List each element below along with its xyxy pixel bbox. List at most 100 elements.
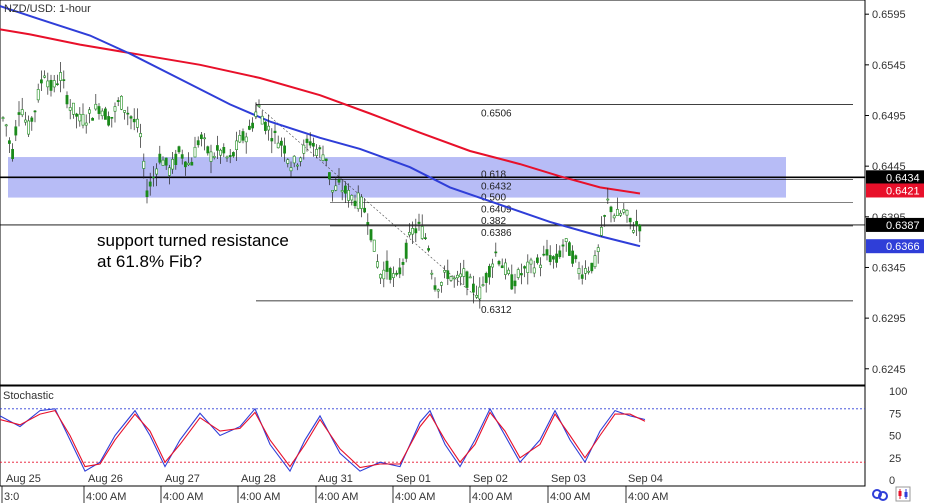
candle-body [68, 107, 72, 111]
candle-body [411, 228, 415, 235]
candle-body [375, 261, 379, 268]
link-icon[interactable] [872, 489, 888, 501]
candle-body [427, 248, 431, 251]
candle-body [180, 154, 184, 159]
candle-body [238, 135, 242, 143]
candle-body [353, 200, 357, 207]
candle-body [27, 120, 31, 135]
candle-body [513, 280, 517, 287]
candle-body [327, 172, 331, 180]
candle-body [590, 262, 594, 272]
candle-body [596, 247, 600, 252]
candle-body [286, 159, 290, 164]
candle-body [158, 153, 162, 163]
candle-body [551, 256, 555, 260]
candle-body [20, 109, 24, 116]
candle-body [571, 250, 575, 264]
time-label: 4:00 AM [240, 491, 280, 503]
candle-body [81, 113, 85, 126]
candle-body [395, 272, 399, 275]
candle-body [548, 255, 552, 262]
time-label: 4:00 AM [318, 491, 358, 503]
candle-body [59, 72, 63, 81]
stochastic-tick-label: 100 [889, 386, 907, 398]
candle-body [404, 242, 408, 259]
candle-body [599, 226, 603, 236]
candle-body [203, 137, 207, 140]
candle-body [423, 237, 427, 240]
candle-body [519, 273, 523, 276]
candle-body [276, 142, 280, 149]
candle-body [30, 117, 34, 122]
candle-body [155, 168, 159, 175]
candle-body [487, 265, 491, 278]
candle-body [455, 274, 459, 279]
candle-body [324, 158, 328, 162]
candle-body [148, 181, 152, 187]
fib-ratio-label: 0.500 [481, 193, 506, 204]
candle-body [583, 268, 587, 274]
fib-ratio-label: 0.382 [481, 216, 506, 227]
candle-body [228, 155, 232, 158]
price-tick-label: 0.6595 [872, 9, 906, 21]
candle-body [561, 244, 565, 247]
candle-body [136, 118, 139, 128]
candle-body [609, 206, 613, 213]
candle-body [123, 110, 127, 113]
price-tick-label: 0.6295 [872, 313, 906, 325]
candle-body [248, 125, 251, 130]
candle-body [241, 131, 245, 141]
candle-body [289, 167, 293, 172]
candle-body [542, 253, 546, 256]
price-tag [866, 217, 924, 232]
candle-body [628, 217, 632, 223]
candle-body [606, 198, 610, 201]
candle-body [587, 270, 591, 273]
price-tag [866, 183, 924, 198]
candle-body [462, 268, 466, 277]
candle-body [190, 161, 194, 166]
candle-body [168, 167, 171, 176]
candle-body [88, 109, 91, 114]
candle-body [315, 148, 319, 156]
candle-body [366, 222, 370, 225]
ma-short [0, 5, 641, 248]
candle-body [100, 110, 104, 117]
candle-body [491, 263, 495, 268]
price-tick-label: 0.6495 [872, 111, 906, 123]
candle-body [545, 249, 549, 256]
fib-ratio-label: 0.618 [481, 169, 506, 180]
candle-body [340, 190, 344, 193]
candle-body [311, 142, 315, 147]
price-tag [866, 170, 924, 185]
candle-body [497, 261, 501, 265]
date-label: Sep 01 [396, 473, 431, 485]
candle-body [46, 80, 50, 88]
candle-body [65, 95, 69, 105]
candle-body [372, 239, 376, 252]
date-label: Aug 28 [241, 473, 276, 485]
candle-body [481, 284, 485, 286]
date-label: Aug 27 [165, 473, 200, 485]
candle-body [407, 232, 411, 236]
candle-body [200, 134, 203, 140]
candle-body [222, 147, 226, 154]
stochastic-tick-label: 25 [889, 453, 901, 465]
candle-body [526, 261, 530, 273]
candle-body [17, 112, 21, 115]
candle-body [635, 221, 639, 226]
candle-body [369, 229, 373, 241]
candle-body [334, 185, 338, 191]
candle-body [430, 272, 434, 275]
candle-body [433, 285, 437, 290]
candlestick-icon[interactable] [895, 486, 911, 502]
candle-body [174, 153, 178, 165]
candle-body [507, 269, 511, 274]
price-tag-label: 0.6387 [886, 220, 920, 232]
candle-body [273, 130, 277, 134]
time-label: 4:00 AM [163, 491, 203, 503]
candle-body [603, 215, 607, 217]
date-label: Sep 04 [628, 473, 663, 485]
candle-body [23, 119, 27, 123]
time-label: 4:00 AM [395, 491, 435, 503]
